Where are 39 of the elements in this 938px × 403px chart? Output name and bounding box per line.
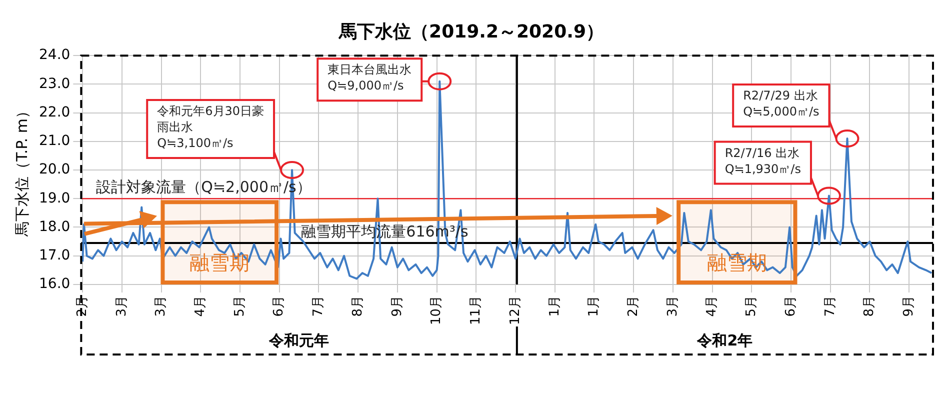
x-tick-label: 3月 (154, 295, 169, 317)
x-tick-label: 2月 (626, 295, 641, 317)
y-tick-label: 24.0 (39, 47, 70, 64)
x-tick-label: 7月 (311, 295, 326, 317)
y-tick-label: 17.0 (39, 247, 70, 264)
x-tick-label: 6月 (272, 295, 287, 317)
x-tick-label: 3月 (114, 295, 130, 317)
x-tick-label: 9月 (901, 295, 916, 317)
x-tick-label: 5月 (744, 295, 760, 317)
text: 令和元年 (268, 331, 330, 350)
annotation: 令和元年6月30日豪雨出水 Q≒3,100㎥/s (157, 104, 264, 150)
y-tick-label: 23.0 (39, 76, 70, 92)
annotation: R2/7/16 出水 Q≒1,930㎥/s (724, 146, 801, 176)
x-tick-label: 9月 (390, 295, 405, 317)
x-tick-label: 4月 (193, 295, 208, 317)
y-tick-label: 19.0 (39, 190, 70, 206)
x-tick-label: 10月 (429, 295, 444, 326)
band-label: 融雪期 (190, 250, 250, 275)
x-tick-label: 3月 (665, 295, 680, 317)
x-tick-label: 1月 (547, 295, 562, 317)
x-tick-label: 8月 (862, 295, 878, 317)
annotation: 東日本台風出水 Q≒9,000㎥/s (328, 62, 412, 93)
x-tick-label: 12月 (508, 295, 523, 326)
x-tick-label: 11月 (468, 295, 484, 326)
x-tick-label: 1月 (586, 295, 602, 317)
x-tick-label: 6月 (783, 295, 798, 317)
y-tick-label: 22.0 (39, 104, 70, 120)
chart-title: 馬下水位（2019.2～2020.9） (338, 21, 604, 42)
x-tick-label: 5月 (232, 295, 248, 317)
y-tick-label: 16.0 (39, 276, 70, 292)
x-tick-label: 4月 (704, 295, 720, 317)
y-tick-label: 21.0 (39, 133, 70, 150)
x-tick-label: 8月 (350, 295, 366, 317)
text: 令和2年 (696, 331, 753, 350)
y-tick-label: 18.0 (39, 218, 70, 235)
y-axis-title: 馬下水位（T.P. m） (12, 104, 31, 238)
x-tick-label: 7月 (822, 295, 838, 317)
annotation: R2/7/29 出水 Q≒5,000㎥/s (743, 88, 820, 119)
y-tick-label: 20.0 (39, 162, 70, 178)
